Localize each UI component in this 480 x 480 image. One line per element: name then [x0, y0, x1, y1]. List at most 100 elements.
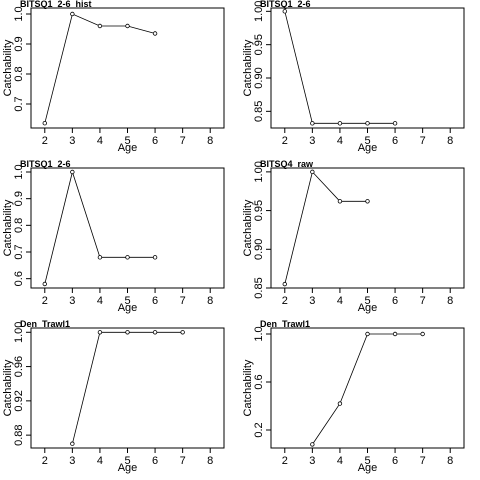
data-point	[42, 120, 47, 126]
x-tick-label: 6	[152, 295, 158, 307]
x-tick-label: 3	[309, 295, 315, 307]
x-axis-label: Age	[358, 142, 378, 154]
plot-frame	[270, 7, 465, 129]
data-point	[310, 442, 315, 447]
y-tick-label: 0.85	[253, 101, 265, 122]
y-axis-label: Catchability	[242, 199, 254, 256]
x-tick-label: 7	[180, 295, 186, 307]
x-tick-label: 8	[447, 455, 453, 467]
x-tick-label: 6	[152, 455, 158, 467]
data-point	[97, 330, 103, 335]
data-point	[337, 401, 343, 406]
data-point	[125, 23, 130, 29]
data-point	[97, 23, 103, 29]
x-tick-label: 7	[180, 455, 186, 467]
x-tick-label: 7	[420, 455, 426, 467]
x-tick-label: 8	[447, 295, 453, 307]
x-axis-label: Age	[118, 462, 138, 474]
data-point	[282, 9, 287, 14]
data-point	[125, 255, 130, 260]
data-point	[310, 121, 315, 126]
y-tick-label: 1.00	[13, 322, 25, 343]
chart-panel-4: BITSQ4_raw 2 3 4 5 6 7 8 0.85 0.90 0.95 1.00 Age Catc…	[242, 159, 465, 314]
x-axis-label: Age	[118, 142, 138, 154]
chart-title: BITSQ1_2-6	[260, 0, 311, 9]
x-tick-label: 3	[69, 135, 75, 147]
y-tick-label: 0.90	[253, 239, 265, 260]
y-tick-label: 1.0	[253, 326, 265, 341]
chart-panel-1: BITSQ1_2-6_hist 2 3 4 5 6 7 8 0.7 0.8 0.9 1.0 Age Cat…	[2, 0, 225, 154]
chart-title: Den_Trawl1	[260, 319, 310, 329]
x-tick-label: 2	[282, 295, 288, 307]
x-tick-label: 4	[337, 455, 343, 467]
y-tick-label: 0.2	[253, 422, 265, 437]
plot-frame	[30, 167, 225, 289]
x-tick-label: 5	[364, 455, 370, 467]
chart-panel-2: BITSQ1_2-6 2 3 4 5 6 7 8 0.85 0.90 0.95 1.00 Age Catc…	[242, 0, 465, 154]
y-tick-label: 1.00	[253, 161, 265, 182]
chart-panel-5: Den_Trawl1 2 3 4 5 6 7 8 0.88 0.92 0.96 1.00 Age Catc…	[2, 319, 225, 474]
chart-title: Den_Trawl1	[20, 319, 70, 329]
plot-frame	[270, 167, 465, 289]
x-tick-label: 2	[42, 135, 48, 147]
y-axis-label: Catchability	[242, 39, 254, 96]
data-point	[152, 31, 158, 36]
x-tick-label: 8	[207, 135, 213, 147]
series-line	[72, 331, 183, 444]
y-axis-label: Catchability	[2, 39, 14, 96]
y-tick-label: 0.7	[13, 96, 25, 111]
y-tick-label: 0.88	[13, 424, 25, 445]
x-axis-label: Age	[118, 302, 138, 314]
data-point	[42, 281, 47, 287]
data-point	[282, 281, 287, 287]
series-line	[44, 13, 156, 124]
plot-frame	[270, 327, 465, 449]
x-tick-label: 3	[309, 135, 315, 147]
y-tick-label: 0.7	[13, 244, 25, 259]
x-tick-label: 4	[337, 295, 343, 307]
x-tick-label: 6	[152, 135, 158, 147]
x-tick-label: 8	[207, 295, 213, 307]
data-point	[337, 121, 343, 126]
data-point	[97, 255, 103, 260]
series-line	[312, 333, 423, 445]
x-tick-label: 5	[124, 295, 130, 307]
x-tick-label: 4	[97, 455, 103, 467]
x-tick-label: 6	[392, 455, 398, 467]
data-point	[365, 331, 370, 337]
x-tick-label: 7	[180, 135, 186, 147]
x-tick-label: 3	[309, 455, 315, 467]
chart-panel-3: BITSQ1_2-6 2 3 4 5 6 7 8 0.6 0.7 0.8 0.9 1.0 Age Catch…	[2, 159, 225, 314]
x-tick-label: 6	[392, 295, 398, 307]
y-tick-label: 0.92	[13, 390, 25, 411]
x-axis-label: Age	[358, 302, 378, 314]
x-tick-label: 8	[207, 455, 213, 467]
x-tick-label: 5	[364, 295, 370, 307]
x-tick-label: 7	[420, 295, 426, 307]
y-tick-label: 1.0	[13, 164, 25, 179]
data-point	[125, 330, 130, 335]
y-tick-label: 0.85	[253, 277, 265, 298]
x-tick-label: 7	[420, 135, 426, 147]
y-tick-label: 0.6	[253, 374, 265, 389]
x-tick-label: 3	[69, 295, 75, 307]
x-tick-label: 8	[447, 135, 453, 147]
x-tick-label: 5	[124, 455, 130, 467]
y-tick-label: 1.0	[13, 6, 25, 21]
data-point	[70, 169, 75, 175]
x-tick-label: 4	[97, 295, 103, 307]
chart-title: BITSQ4_raw	[260, 159, 314, 169]
x-tick-label: 4	[97, 135, 103, 147]
x-tick-label: 2	[282, 455, 288, 467]
series-line	[284, 11, 396, 124]
x-axis-label: Age	[358, 462, 378, 474]
y-tick-label: 0.8	[13, 218, 25, 233]
y-tick-label: 0.6	[13, 271, 25, 286]
y-tick-label: 0.96	[13, 356, 25, 377]
x-tick-label: 5	[124, 135, 130, 147]
x-tick-label: 3	[69, 455, 75, 467]
data-point	[337, 199, 343, 204]
data-point	[152, 255, 158, 260]
y-tick-label: 0.95	[253, 34, 265, 55]
data-point	[420, 331, 425, 337]
